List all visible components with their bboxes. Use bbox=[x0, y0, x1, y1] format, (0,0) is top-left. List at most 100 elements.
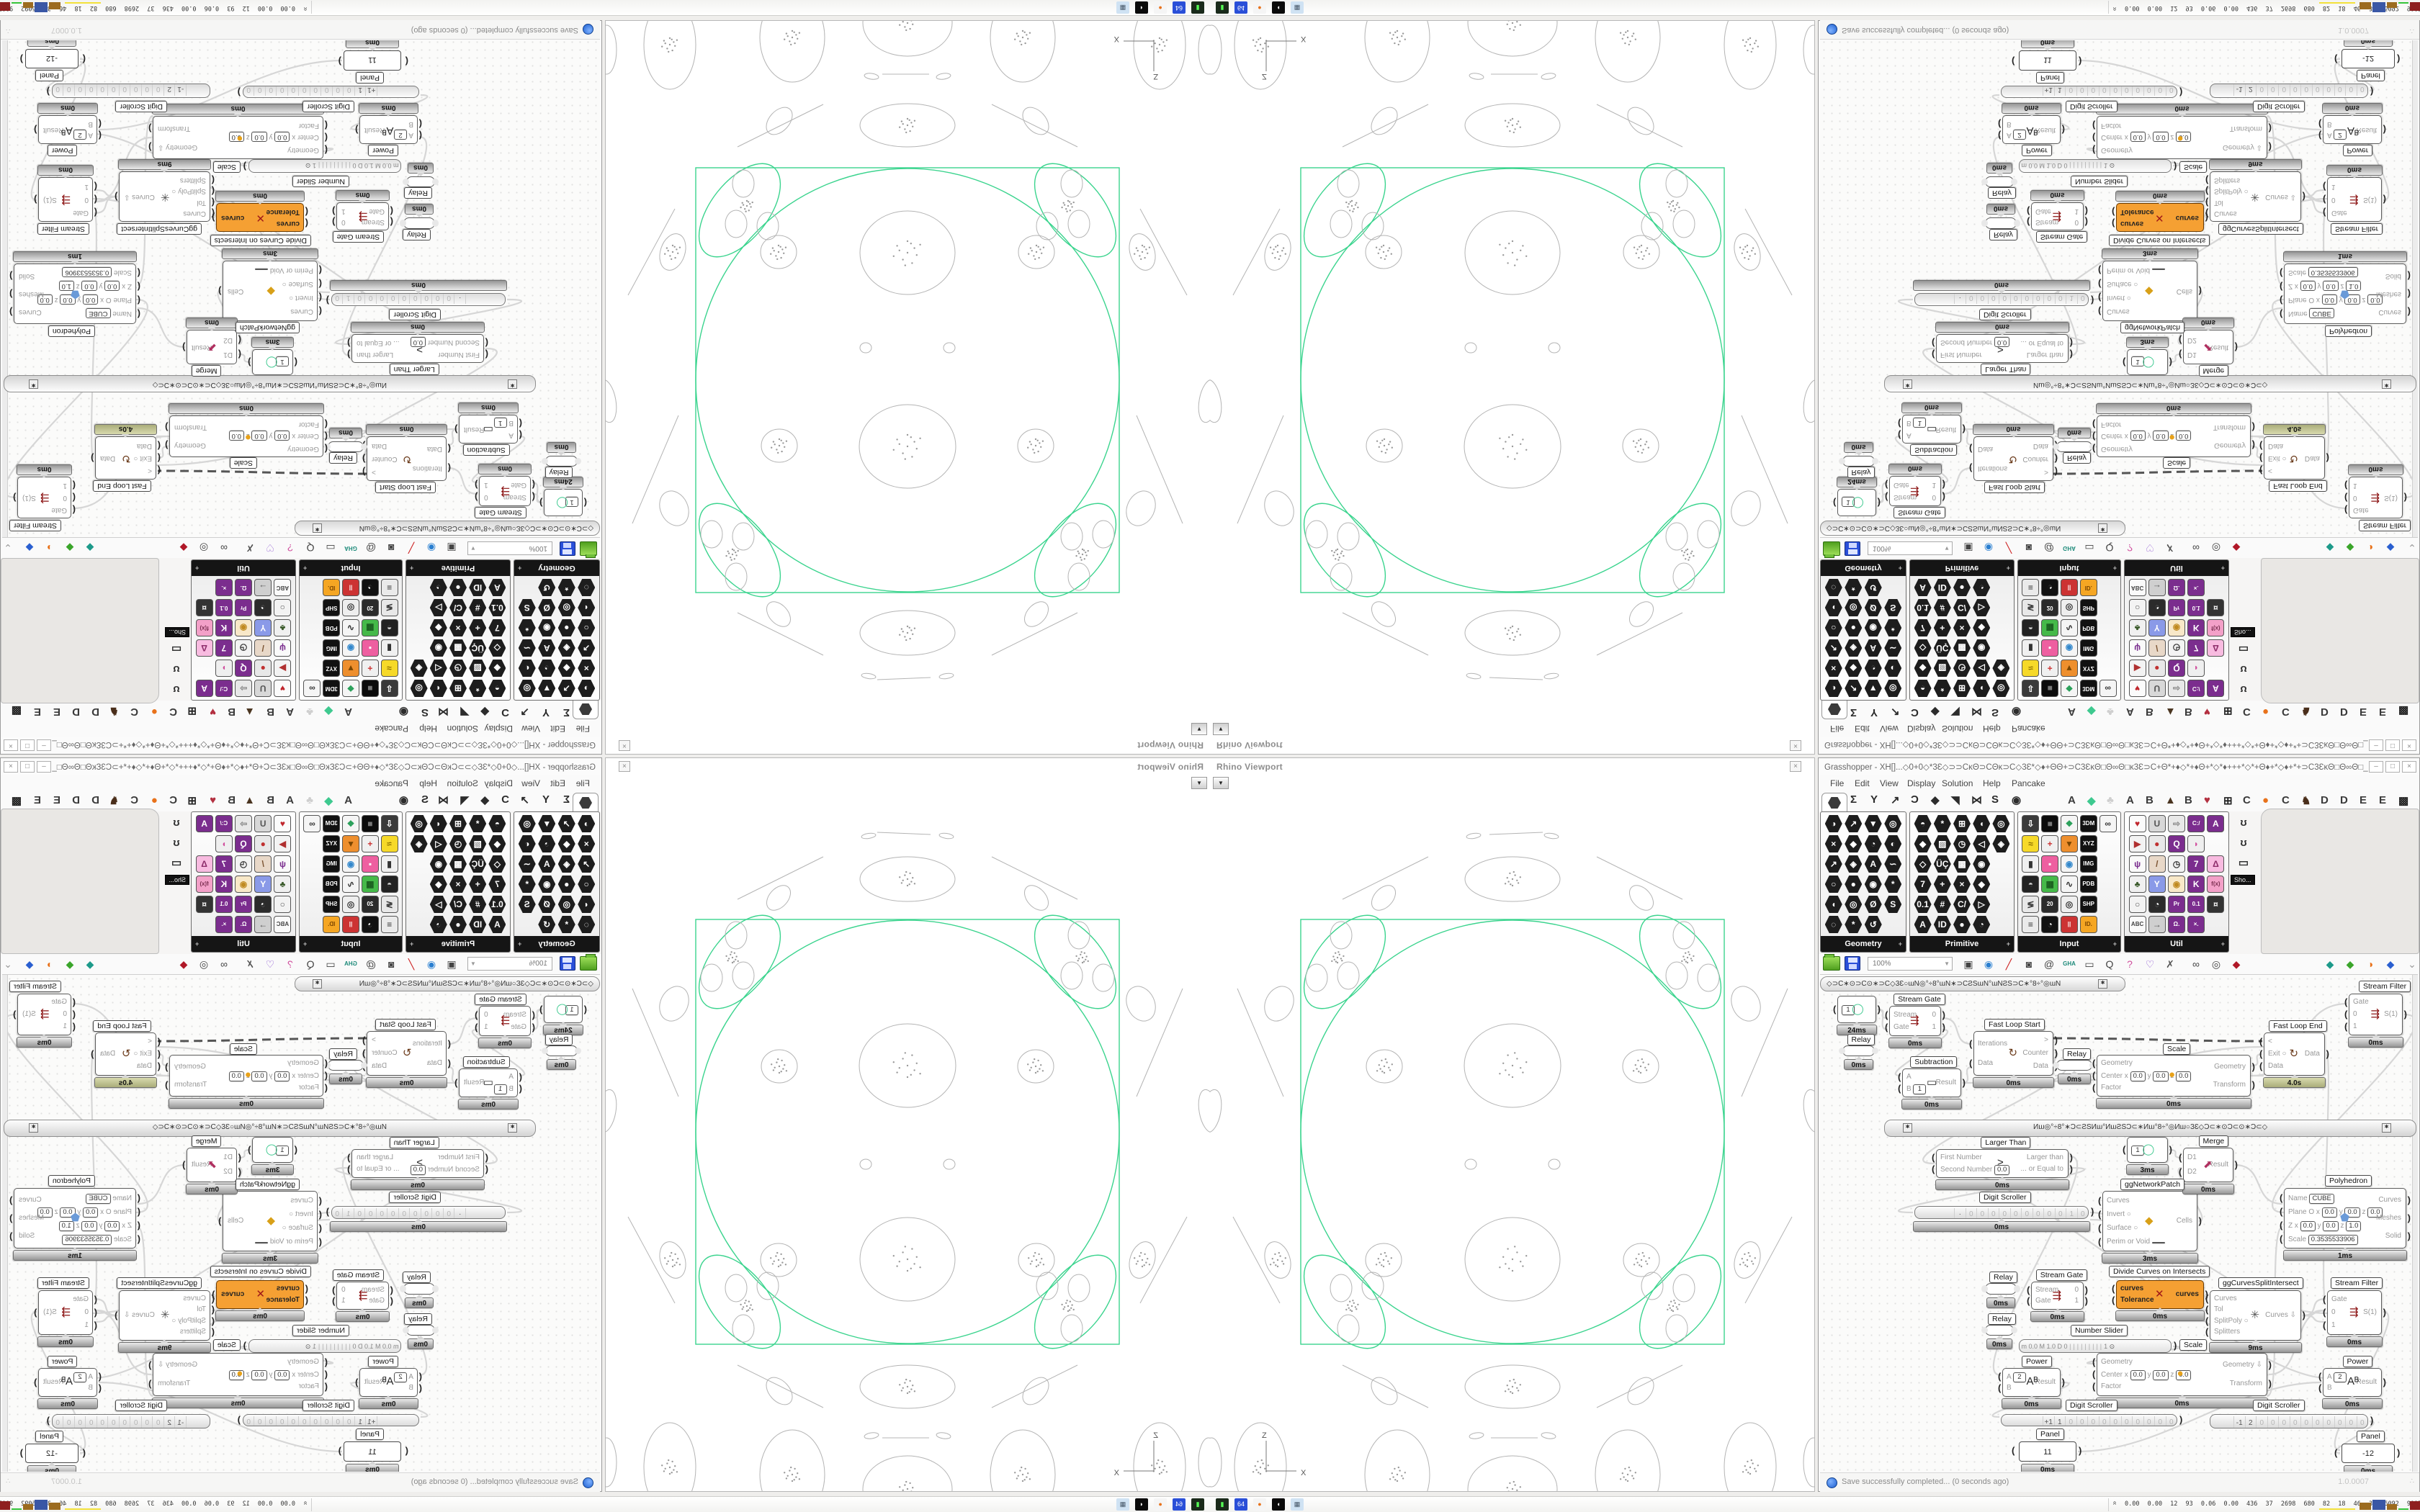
palette-icon[interactable]: 0.1 bbox=[1914, 896, 1932, 913]
palette-icon[interactable]: ♥ bbox=[2128, 815, 2146, 832]
palette-icon[interactable]: ⊞ bbox=[449, 815, 467, 832]
palette-icon[interactable]: ◔ bbox=[1973, 579, 1990, 596]
tab-icon-6[interactable]: ⋈ bbox=[438, 794, 449, 806]
palette-icon[interactable]: ÜÇ bbox=[469, 855, 486, 873]
digit-cell[interactable]: 0 bbox=[53, 84, 64, 96]
input-hook[interactable]: ( bbox=[324, 1058, 328, 1069]
palette-icon[interactable]: ◈ bbox=[558, 855, 575, 873]
doc-tab-button[interactable]: ✱ bbox=[313, 979, 322, 989]
palette-icon[interactable]: C:/ bbox=[215, 680, 233, 697]
input-hook[interactable]: ( bbox=[1898, 1083, 1901, 1094]
palette-icon[interactable]: ❖ bbox=[2061, 815, 2078, 832]
palette-icon[interactable]: A bbox=[2207, 680, 2225, 697]
palette-icon[interactable]: ■ bbox=[361, 815, 379, 832]
slider-max[interactable]: 1.0 bbox=[364, 1343, 374, 1350]
input-hook[interactable]: ( bbox=[157, 1048, 161, 1059]
gh-node-pipeline[interactable]: (1) ◯ bbox=[2123, 1137, 2172, 1163]
output-hook[interactable]: ) bbox=[9, 1230, 13, 1242]
palette-icon[interactable]: * bbox=[1933, 815, 1951, 832]
palette-icon[interactable]: ◆ bbox=[1845, 835, 1863, 852]
selected-corner-ellipse[interactable] bbox=[1624, 489, 1737, 611]
palette-icon[interactable]: ×. bbox=[215, 916, 233, 933]
input-hook[interactable]: ( bbox=[1998, 130, 2002, 141]
palette-icon[interactable]: U bbox=[254, 815, 272, 832]
palette-icon[interactable]: ψ bbox=[2128, 855, 2146, 873]
palette-icon[interactable]: ◉ bbox=[1864, 876, 1882, 893]
palette-icon[interactable]: ◔ bbox=[430, 579, 447, 596]
input-hook[interactable]: ( bbox=[137, 295, 140, 307]
menu-display[interactable]: Display bbox=[484, 778, 513, 788]
tray-expand-icon[interactable]: » bbox=[301, 1500, 310, 1506]
input-hook[interactable]: ( bbox=[157, 1035, 161, 1047]
palette-icon[interactable]: ≶ bbox=[380, 896, 398, 913]
gh-canvas[interactable]: ◇⊃C∗⊙⊃C⊙∗⊃C◇3Ɛ○ɯN◎°÷8°ɯN∗⊃CƧSɯN°ɯNƧS⊃C∗°… bbox=[1820, 40, 2418, 538]
value-box[interactable] bbox=[255, 269, 269, 271]
palette-icon[interactable]: ◔ bbox=[430, 916, 447, 933]
digit-cell[interactable]: 1 bbox=[2053, 86, 2065, 96]
output-hook[interactable]: ) bbox=[2251, 1079, 2255, 1090]
palette-icon[interactable]: ∽ bbox=[519, 855, 536, 873]
zoom-level-box[interactable]: 100% ▼ bbox=[467, 957, 552, 971]
menu-display[interactable]: Display bbox=[1907, 778, 1936, 788]
gh-node-stream-gate[interactable]: (Stream (Gate 0) 1) ⇶ bbox=[332, 202, 393, 230]
menu-pancake[interactable]: Pancake bbox=[2012, 778, 2045, 788]
output-hook[interactable]: ) bbox=[338, 56, 341, 67]
palette-icon[interactable]: ¤ bbox=[195, 599, 213, 616]
input-hook[interactable]: ( bbox=[305, 1295, 308, 1305]
palette-icon[interactable]: Y bbox=[2148, 876, 2166, 893]
palette-icon[interactable]: ∿ bbox=[342, 876, 359, 893]
panel-node[interactable]: -12 bbox=[2341, 49, 2395, 68]
tab-icon-5[interactable]: ◥ bbox=[1951, 794, 1960, 806]
input-hook[interactable]: ( bbox=[2344, 480, 2348, 492]
palette-icon[interactable]: A bbox=[1914, 916, 1932, 933]
digit-cell[interactable]: 0 bbox=[1976, 293, 1988, 304]
relay-node[interactable] bbox=[406, 176, 435, 187]
palette-icon[interactable]: ×. bbox=[2187, 579, 2205, 596]
tab-icon-4[interactable]: ◆ bbox=[480, 794, 489, 806]
viewport-dropdown-button[interactable]: ▼ bbox=[1213, 777, 1229, 789]
palette-icon[interactable]: ♣ bbox=[2128, 876, 2146, 893]
input-hook[interactable]: ( bbox=[318, 1208, 322, 1220]
selected-corner-ellipse[interactable] bbox=[684, 489, 797, 611]
gh-node-stream-filter[interactable]: (Gate (0 (1 S(1)) ⇶ bbox=[34, 1290, 97, 1335]
taskbar-app-icon-4[interactable]: ▦ bbox=[1291, 1, 1304, 14]
input-hook[interactable]: ( bbox=[2323, 194, 2326, 205]
digit-cell[interactable]: 0 bbox=[243, 86, 255, 96]
input-hook[interactable]: ( bbox=[324, 1081, 328, 1093]
tray-expand-icon[interactable]: » bbox=[301, 6, 310, 12]
digit-cell[interactable]: +1 bbox=[2043, 1416, 2054, 1426]
palette-icon[interactable]: ↗ bbox=[1825, 639, 1842, 657]
digit-cell[interactable]: · bbox=[1954, 1208, 1966, 1218]
input-hook[interactable]: ( bbox=[94, 181, 97, 192]
palette-icon[interactable]: U bbox=[254, 680, 272, 697]
digit-cell[interactable]: 0 bbox=[288, 1416, 300, 1426]
digit-cell[interactable]: 0 bbox=[2043, 1208, 2055, 1218]
digit-cell[interactable]: 0 bbox=[344, 1416, 355, 1426]
palette-icon[interactable]: ◎ bbox=[1884, 815, 1902, 832]
palette-icon[interactable]: ◎ bbox=[1845, 896, 1863, 913]
palette-icon[interactable]: × bbox=[1825, 660, 1842, 677]
menu-solution[interactable]: Solution bbox=[447, 724, 478, 734]
tab-plugin-5[interactable]: ▲ bbox=[244, 794, 255, 806]
glyph-bar-button-1[interactable]: ✱ bbox=[29, 1123, 38, 1133]
toolbar-icon-13[interactable]: ◆ bbox=[179, 542, 188, 554]
palette-icon[interactable]: ● bbox=[558, 876, 575, 893]
palette-icon[interactable]: 7 bbox=[2187, 639, 2205, 657]
palette-icon[interactable]: Ω. bbox=[235, 579, 252, 596]
palette-icon[interactable]: ▪ bbox=[2041, 639, 2059, 657]
input-hook[interactable]: ( bbox=[318, 279, 322, 290]
palette-icon[interactable]: ▦ bbox=[2041, 619, 2059, 636]
relay-node[interactable] bbox=[1985, 176, 2014, 187]
toolbar-icon-7[interactable]: Q bbox=[2105, 542, 2114, 554]
input-hook[interactable]: ( bbox=[2205, 186, 2209, 197]
value-box[interactable]: 0.0 bbox=[2176, 1370, 2192, 1380]
palette-icon[interactable]: * bbox=[1934, 680, 1951, 697]
palette-icon[interactable]: ▼ bbox=[342, 835, 359, 852]
palette-icon[interactable]: S bbox=[1884, 599, 1901, 616]
gh-node-fast-loop-end[interactable]: (< (Exit ○ (Data Data) ↻ bbox=[2259, 1032, 2329, 1076]
gh-canvas[interactable]: ◇⊃C∗⊙⊃C⊙∗⊃C◇3Ɛ○ɯN◎°÷8°ɯN∗⊃CƧSɯN°ɯNƧS⊃C∗°… bbox=[2, 40, 600, 538]
toolbar-icon-9[interactable]: ♡ bbox=[2145, 958, 2155, 970]
tab-icon-8[interactable]: ◉ bbox=[398, 794, 408, 806]
palette-icon[interactable]: ♣ bbox=[274, 619, 292, 636]
